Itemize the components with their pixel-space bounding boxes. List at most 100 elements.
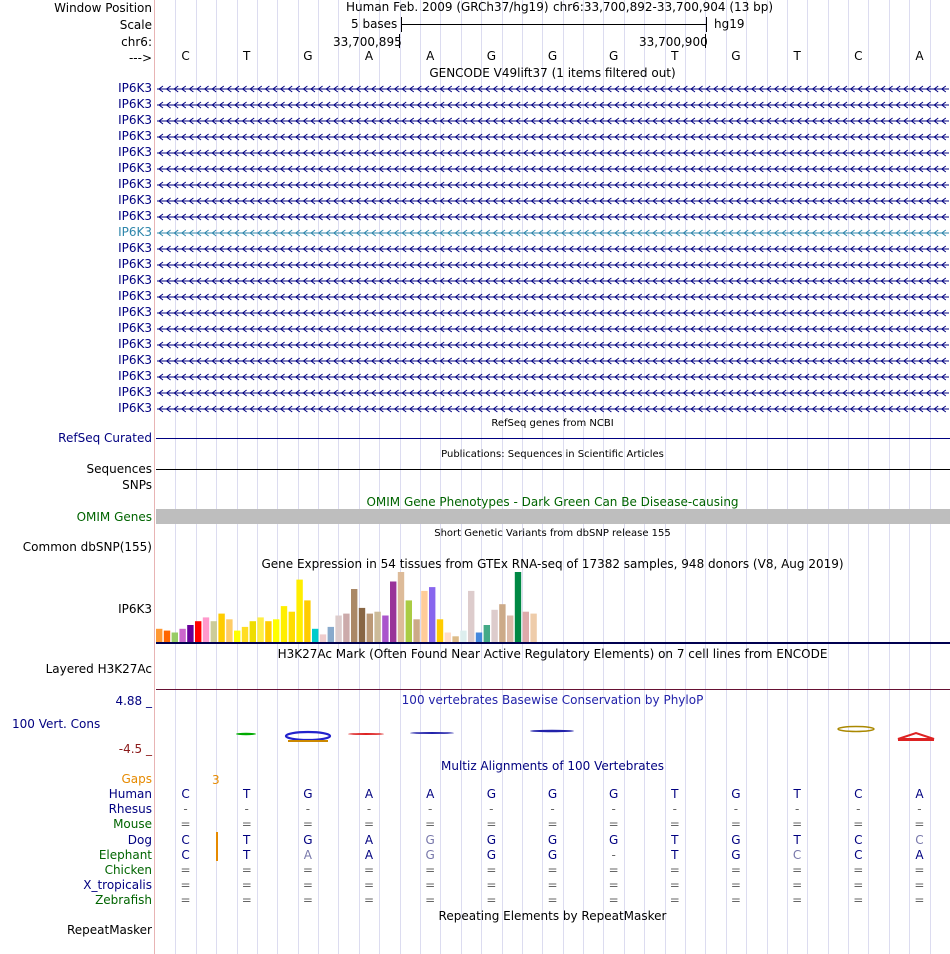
gencode-gene-label[interactable]: IP6K3 xyxy=(118,145,152,159)
h3k27ac-label[interactable]: Layered H3K27Ac xyxy=(45,662,152,676)
gtex-label[interactable]: IP6K3 xyxy=(118,602,152,616)
strand-arrow xyxy=(477,181,483,189)
strand-arrow xyxy=(720,85,726,93)
strand-arrow xyxy=(933,165,939,173)
strand-arrow xyxy=(203,309,209,317)
gencode-gene-label[interactable]: IP6K3 xyxy=(118,225,152,239)
gencode-transcript[interactable] xyxy=(157,97,949,113)
strand-arrow xyxy=(173,117,179,125)
species-label[interactable]: Human xyxy=(108,787,152,801)
publications-line[interactable] xyxy=(156,469,950,470)
gencode-transcript[interactable] xyxy=(157,337,949,353)
gencode-gene-label[interactable]: IP6K3 xyxy=(118,305,152,319)
strand-arrow xyxy=(758,149,764,157)
gencode-transcript[interactable] xyxy=(157,257,949,273)
strand-arrow xyxy=(424,325,430,333)
species-label[interactable]: Chicken xyxy=(104,863,152,877)
h3k27ac-line[interactable] xyxy=(156,689,950,690)
strand-arrow xyxy=(735,373,741,381)
strand-arrow xyxy=(629,373,635,381)
strand-arrow xyxy=(598,165,605,173)
gencode-gene-label[interactable]: IP6K3 xyxy=(118,113,152,127)
gencode-gene-label[interactable]: IP6K3 xyxy=(118,97,152,111)
gencode-transcript[interactable] xyxy=(157,401,949,417)
strand-arrow xyxy=(462,357,468,365)
gtex-bar-chart[interactable] xyxy=(156,571,950,643)
phylop-label[interactable]: 100 Vert. Cons xyxy=(12,717,101,731)
strand-arrow xyxy=(644,389,650,397)
strand-arrow xyxy=(522,325,529,333)
strand-arrow xyxy=(887,101,893,109)
gencode-transcript[interactable] xyxy=(157,193,949,209)
strand-arrow xyxy=(264,229,270,237)
species-label[interactable]: Dog xyxy=(127,832,152,847)
omim-label[interactable]: OMIM Genes xyxy=(76,510,152,524)
gtex-tissue-bar xyxy=(421,590,428,642)
gencode-gene-label[interactable]: IP6K3 xyxy=(118,257,152,271)
gencode-gene-label[interactable]: IP6K3 xyxy=(118,209,152,223)
refseq-label[interactable]: RefSeq Curated xyxy=(58,431,152,445)
strand-arrow xyxy=(363,277,369,285)
species-label[interactable]: Rhesus xyxy=(108,802,152,817)
species-label[interactable]: Elephant xyxy=(98,847,152,862)
gencode-gene-label[interactable]: IP6K3 xyxy=(118,81,152,95)
gencode-gene-label[interactable]: IP6K3 xyxy=(118,401,152,415)
gencode-transcript[interactable] xyxy=(157,289,949,305)
strand-arrow xyxy=(880,181,886,189)
strand-arrow xyxy=(545,245,551,253)
species-label[interactable]: Zebrafish xyxy=(95,893,152,908)
dbsnp-label[interactable]: Common dbSNP(155) xyxy=(22,540,152,554)
strand-arrow xyxy=(393,293,399,301)
gencode-transcript[interactable] xyxy=(157,161,949,177)
strand-arrow xyxy=(492,309,498,317)
refseq-line[interactable] xyxy=(156,438,950,439)
strand-arrow xyxy=(538,197,544,205)
strand-arrow xyxy=(234,101,240,109)
gencode-transcript[interactable] xyxy=(157,305,949,321)
gencode-gene-label[interactable]: IP6K3 xyxy=(118,241,152,255)
strand-arrow xyxy=(697,165,703,173)
gencode-gene-label[interactable]: IP6K3 xyxy=(118,273,152,287)
strand-arrow xyxy=(895,85,901,93)
strand-arrow xyxy=(158,405,164,413)
gencode-gene-label[interactable]: IP6K3 xyxy=(118,177,152,191)
gencode-gene-label[interactable]: IP6K3 xyxy=(118,337,152,351)
gencode-transcript[interactable] xyxy=(157,113,949,129)
gencode-transcript[interactable] xyxy=(157,209,949,225)
strand-arrow xyxy=(545,197,551,205)
gencode-transcript[interactable] xyxy=(157,81,949,97)
strand-arrow xyxy=(249,197,255,205)
strand-arrow xyxy=(530,229,536,237)
gencode-gene-label[interactable]: IP6K3 xyxy=(118,353,152,367)
gencode-transcript[interactable] xyxy=(157,273,949,289)
strand-arrow xyxy=(720,213,726,221)
gencode-gene-label[interactable]: IP6K3 xyxy=(118,193,152,207)
gencode-transcript[interactable] xyxy=(157,145,949,161)
strand-arrow xyxy=(294,277,301,285)
gencode-transcript[interactable] xyxy=(157,385,949,401)
gencode-transcript[interactable] xyxy=(157,241,949,257)
gencode-gene-label[interactable]: IP6K3 xyxy=(118,369,152,383)
gencode-transcript[interactable] xyxy=(157,321,949,337)
strand-arrow xyxy=(355,101,361,109)
gencode-transcript[interactable] xyxy=(157,369,949,385)
gencode-transcript[interactable] xyxy=(157,353,949,369)
gencode-gene-label[interactable]: IP6K3 xyxy=(118,129,152,143)
gencode-transcript[interactable] xyxy=(157,177,949,193)
strand-arrow xyxy=(218,325,225,333)
species-label[interactable]: X_tropicalis xyxy=(83,878,152,893)
gencode-gene-label[interactable]: IP6K3 xyxy=(118,289,152,303)
phylop-logo-track[interactable] xyxy=(156,722,950,744)
gencode-gene-label[interactable]: IP6K3 xyxy=(118,321,152,335)
snps-label[interactable]: SNPs xyxy=(122,478,152,492)
omim-bar[interactable] xyxy=(156,509,950,524)
repeatmasker-label[interactable]: RepeatMasker xyxy=(66,923,152,937)
gencode-gene-label[interactable]: IP6K3 xyxy=(118,385,152,399)
gencode-transcript[interactable] xyxy=(157,129,949,145)
sequences-label[interactable]: Sequences xyxy=(86,462,152,476)
strand-arrow xyxy=(728,389,734,397)
gencode-transcript[interactable] xyxy=(157,225,949,241)
gencode-gene-label[interactable]: IP6K3 xyxy=(118,161,152,175)
strand-arrow xyxy=(287,245,293,253)
species-label[interactable]: Mouse xyxy=(113,817,152,832)
